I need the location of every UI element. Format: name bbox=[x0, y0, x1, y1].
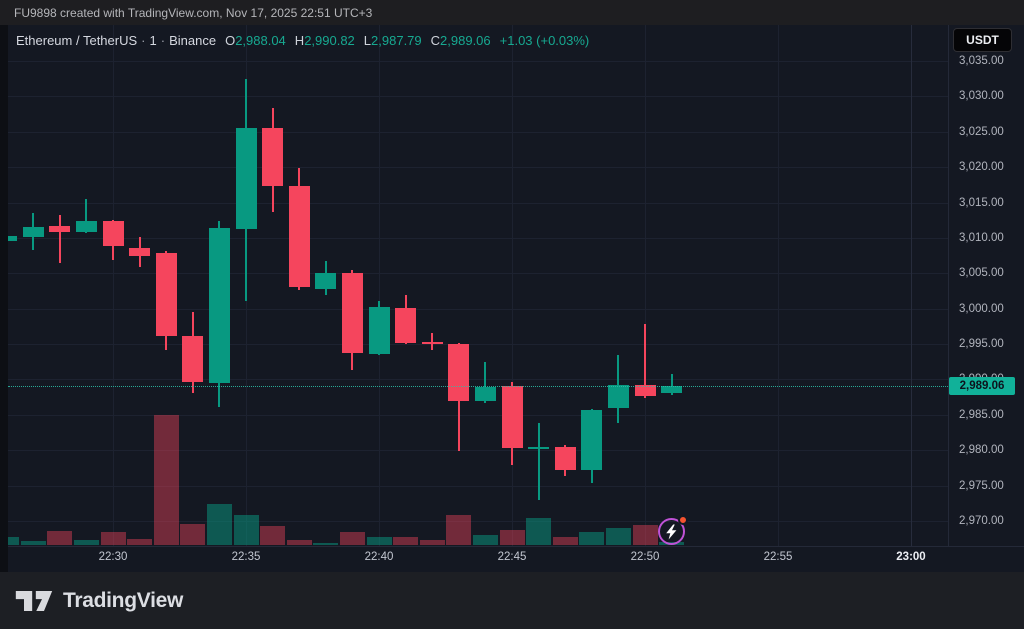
brand-name: TradingView bbox=[63, 588, 184, 612]
change-value: +1.03 (+0.03%) bbox=[499, 33, 590, 48]
exchange-label: Binance bbox=[169, 33, 217, 48]
low-value: 2,987.79 bbox=[371, 33, 422, 48]
open-letter: O bbox=[225, 33, 236, 48]
notification-dot bbox=[678, 515, 688, 525]
open-value: 2,988.04 bbox=[235, 33, 286, 48]
price-axis-separator bbox=[948, 25, 949, 546]
chart-background[interactable] bbox=[0, 25, 1024, 572]
close-value: 2,989.06 bbox=[440, 33, 491, 48]
high-letter: H bbox=[294, 33, 305, 48]
time-axis-separator bbox=[0, 546, 1024, 547]
tradingview-logo-icon bbox=[15, 590, 53, 611]
last-price-label: 2,989.06 bbox=[949, 377, 1015, 396]
attribution-bar: FU9898 created with TradingView.com, Nov… bbox=[0, 0, 1024, 25]
attribution-text: FU9898 created with TradingView.com, Nov… bbox=[14, 5, 373, 20]
currency-toggle-button[interactable]: USDT bbox=[953, 28, 1012, 52]
boost-widget[interactable] bbox=[657, 515, 688, 546]
left-edge-strip bbox=[0, 25, 8, 572]
footer-bar: TradingView bbox=[0, 572, 1024, 629]
symbol-legend[interactable]: Ethereum / TetherUS · 1 · Binance O2,988.04 H2… bbox=[16, 33, 590, 48]
interval-label[interactable]: 1 bbox=[149, 33, 157, 48]
symbol-name[interactable]: Ethereum / TetherUS bbox=[16, 33, 138, 48]
low-letter: L bbox=[363, 33, 372, 48]
high-value: 2,990.82 bbox=[304, 33, 355, 48]
close-letter: C bbox=[430, 33, 441, 48]
